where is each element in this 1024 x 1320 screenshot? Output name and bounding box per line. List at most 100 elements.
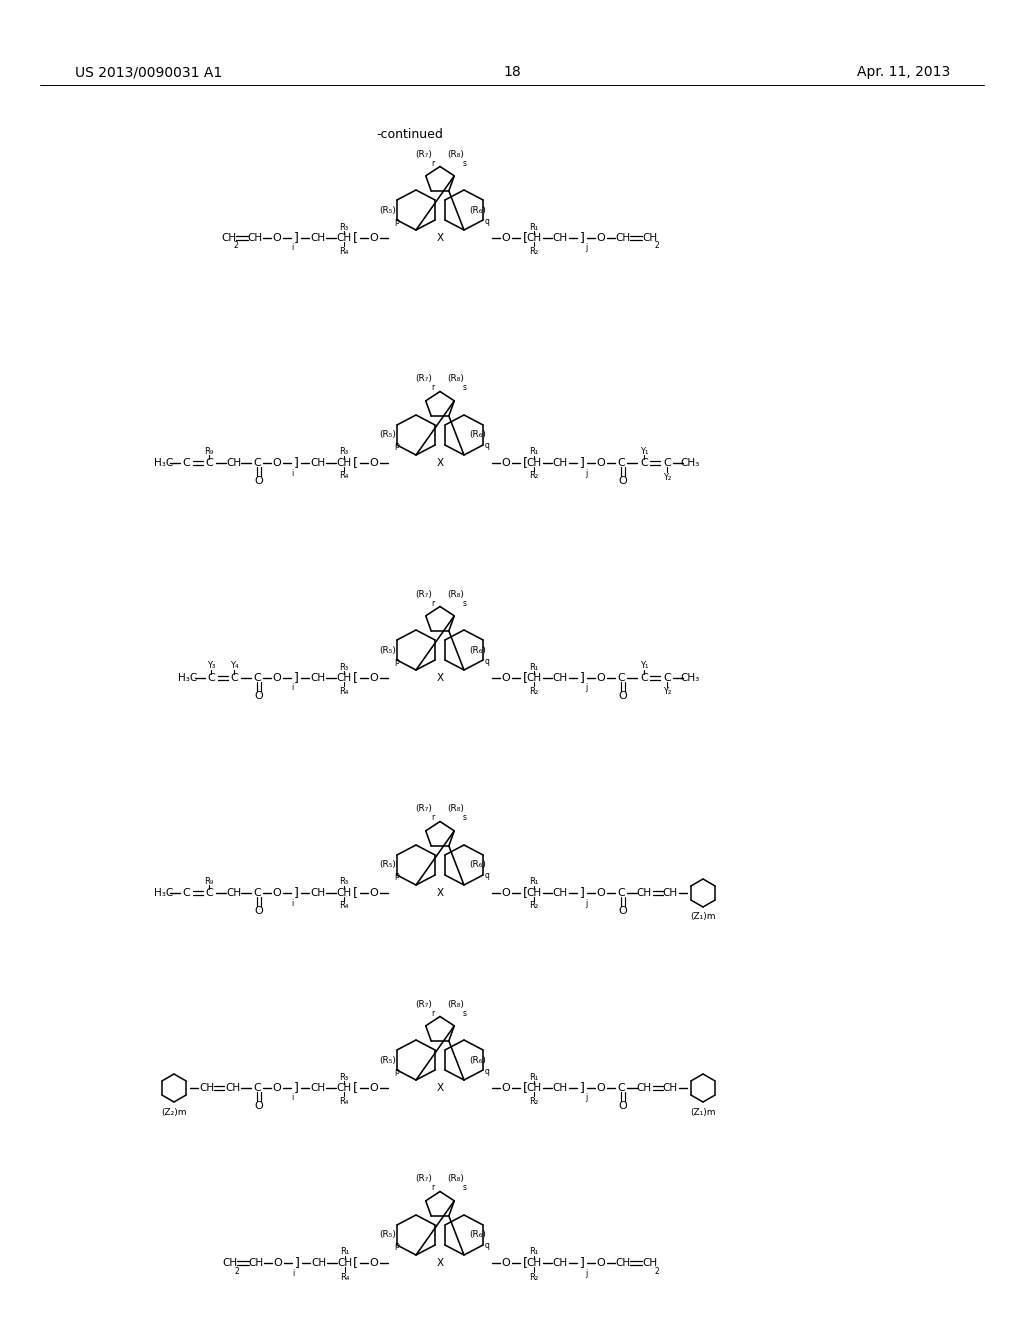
Text: O: O xyxy=(370,673,379,682)
Text: O: O xyxy=(597,458,605,469)
Text: X: X xyxy=(436,888,443,898)
Text: s: s xyxy=(463,384,467,392)
Text: US 2013/0090031 A1: US 2013/0090031 A1 xyxy=(75,65,222,79)
Text: i: i xyxy=(291,899,293,908)
Text: CH: CH xyxy=(310,888,326,898)
Text: CH₃: CH₃ xyxy=(680,458,699,469)
Text: (R₈): (R₈) xyxy=(447,590,465,598)
Text: R₃: R₃ xyxy=(339,223,348,231)
Text: ]: ] xyxy=(294,231,298,244)
Text: R₁: R₁ xyxy=(529,1072,539,1081)
Text: p: p xyxy=(394,656,399,665)
Text: (R₇): (R₇) xyxy=(416,999,432,1008)
Text: r: r xyxy=(431,158,434,168)
Text: (R₇): (R₇) xyxy=(416,590,432,598)
Text: s: s xyxy=(463,1008,467,1018)
Text: CH: CH xyxy=(222,1258,238,1269)
Text: s: s xyxy=(463,158,467,168)
Text: 2: 2 xyxy=(234,1266,240,1275)
Text: CH: CH xyxy=(663,888,678,898)
Text: X: X xyxy=(436,1082,443,1093)
Text: H₃C: H₃C xyxy=(155,888,174,898)
Text: (R₇): (R₇) xyxy=(416,375,432,384)
Text: p: p xyxy=(394,1242,399,1250)
Text: (R₅): (R₅) xyxy=(380,861,396,870)
Text: [: [ xyxy=(352,1081,357,1094)
Text: CH: CH xyxy=(615,1258,631,1269)
Text: CH: CH xyxy=(337,673,351,682)
Text: O: O xyxy=(502,458,510,469)
Text: j: j xyxy=(585,1269,587,1278)
Text: CH: CH xyxy=(526,673,542,682)
Text: Y₂: Y₂ xyxy=(663,473,671,482)
Text: CH: CH xyxy=(526,234,542,243)
Text: (R₆): (R₆) xyxy=(470,645,486,655)
Text: O: O xyxy=(255,1101,263,1111)
Text: i: i xyxy=(291,1093,293,1102)
Text: CH: CH xyxy=(221,234,237,243)
Text: [: [ xyxy=(522,231,527,244)
Text: Y₃: Y₃ xyxy=(207,661,215,671)
Text: R₂: R₂ xyxy=(529,902,539,911)
Text: R₄: R₄ xyxy=(339,1097,349,1106)
Text: CH: CH xyxy=(311,1258,327,1269)
Text: X: X xyxy=(436,458,443,469)
Text: j: j xyxy=(585,243,587,252)
Text: CH: CH xyxy=(526,888,542,898)
Text: C: C xyxy=(640,673,648,682)
Text: O: O xyxy=(618,1101,628,1111)
Text: O: O xyxy=(370,1258,379,1269)
Text: (R₇): (R₇) xyxy=(416,149,432,158)
Text: C: C xyxy=(182,888,189,898)
Text: p: p xyxy=(394,1067,399,1076)
Text: (R₆): (R₆) xyxy=(470,430,486,440)
Text: R₁: R₁ xyxy=(529,1247,539,1257)
Text: (R₈): (R₈) xyxy=(447,999,465,1008)
Text: CH: CH xyxy=(337,888,351,898)
Text: [: [ xyxy=(522,672,527,685)
Text: C: C xyxy=(617,458,625,469)
Text: O: O xyxy=(502,1258,510,1269)
Text: (R₅): (R₅) xyxy=(380,645,396,655)
Text: R₂: R₂ xyxy=(529,1272,539,1282)
Text: CH: CH xyxy=(338,1258,352,1269)
Text: R₂: R₂ xyxy=(529,1097,539,1106)
Text: p: p xyxy=(394,871,399,880)
Text: p: p xyxy=(394,216,399,226)
Text: H₃C: H₃C xyxy=(178,673,198,682)
Text: C: C xyxy=(664,458,671,469)
Text: CH: CH xyxy=(310,673,326,682)
Text: q: q xyxy=(484,1067,489,1076)
Text: CH₃: CH₃ xyxy=(680,673,699,682)
Text: CH: CH xyxy=(642,234,657,243)
Text: q: q xyxy=(484,441,489,450)
Text: CH: CH xyxy=(637,1082,651,1093)
Text: O: O xyxy=(597,234,605,243)
Text: O: O xyxy=(597,888,605,898)
Text: j: j xyxy=(585,899,587,908)
Text: CH: CH xyxy=(310,1082,326,1093)
Text: Y₂: Y₂ xyxy=(663,688,671,697)
Text: H₃C: H₃C xyxy=(155,458,174,469)
Text: Apr. 11, 2013: Apr. 11, 2013 xyxy=(857,65,950,79)
Text: CH: CH xyxy=(226,888,242,898)
Text: R₃: R₃ xyxy=(339,447,348,457)
Text: CH: CH xyxy=(552,1082,567,1093)
Text: r: r xyxy=(431,813,434,822)
Text: 2: 2 xyxy=(654,242,659,251)
Text: O: O xyxy=(370,1082,379,1093)
Text: (R₇): (R₇) xyxy=(416,1175,432,1184)
Text: C: C xyxy=(617,1082,625,1093)
Text: Y₁: Y₁ xyxy=(640,661,648,671)
Text: R₃: R₃ xyxy=(339,1072,348,1081)
Text: R₁: R₁ xyxy=(529,878,539,887)
Text: r: r xyxy=(431,1184,434,1192)
Text: X: X xyxy=(436,1258,443,1269)
Text: ]: ] xyxy=(294,457,298,470)
Text: [: [ xyxy=(522,1081,527,1094)
Text: R₃: R₃ xyxy=(339,663,348,672)
Text: CH: CH xyxy=(552,458,567,469)
Text: i: i xyxy=(291,684,293,693)
Text: R₄: R₄ xyxy=(339,902,349,911)
Text: 18: 18 xyxy=(503,65,521,79)
